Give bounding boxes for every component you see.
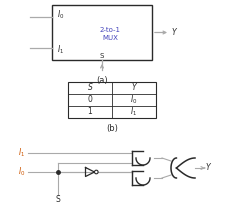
Text: S: S — [55, 196, 60, 204]
Text: $I_1$: $I_1$ — [57, 44, 64, 56]
Text: 0: 0 — [87, 95, 92, 105]
Text: 2-to-1: 2-to-1 — [99, 27, 120, 33]
Bar — [68, 82, 155, 118]
Text: Y: Y — [171, 28, 176, 37]
Text: 1: 1 — [87, 107, 92, 116]
Text: $I_1$: $I_1$ — [130, 106, 137, 118]
Text: S: S — [99, 53, 104, 59]
Text: $I_0$: $I_0$ — [18, 166, 25, 178]
Text: $I_1$: $I_1$ — [18, 147, 25, 159]
Text: $I_0$: $I_0$ — [130, 94, 137, 106]
Text: (a): (a) — [96, 76, 107, 85]
Text: $I_0$: $I_0$ — [57, 9, 64, 21]
Text: Y: Y — [205, 163, 210, 173]
Text: MUX: MUX — [102, 35, 117, 41]
Circle shape — [94, 170, 98, 174]
Text: Y: Y — [131, 83, 136, 93]
Text: S: S — [87, 83, 92, 93]
Text: (b): (b) — [106, 124, 117, 132]
Bar — [52, 5, 151, 60]
